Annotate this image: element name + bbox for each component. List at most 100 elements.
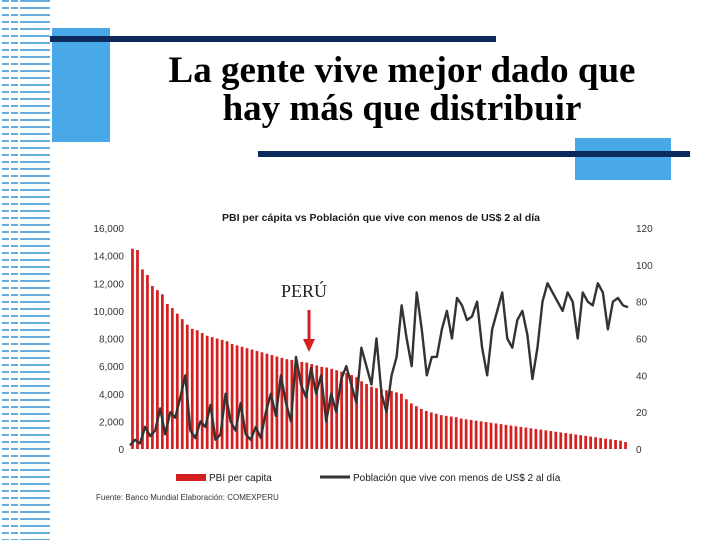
right-tick-label: 80 (636, 298, 648, 309)
decorative-block-right (575, 138, 671, 180)
gdp-bar (345, 373, 348, 449)
chart-source: Fuente: Banco Mundial Elaboración: COMEX… (96, 493, 279, 502)
gdp-bar (260, 352, 264, 449)
gdp-bar (245, 348, 249, 449)
gdp-bar (355, 377, 358, 449)
gdp-bar (529, 428, 533, 449)
gdp-bar (151, 286, 154, 449)
right-tick-label: 100 (636, 261, 653, 272)
gdp-bar (544, 430, 548, 449)
gdp-bar (295, 360, 299, 449)
gdp-bar (400, 393, 403, 449)
left-tick-label: 0 (118, 445, 124, 456)
gdp-bar (320, 366, 324, 449)
gdp-bar (375, 388, 378, 449)
gdp-bar (424, 411, 428, 449)
decorative-line-bottom (258, 151, 690, 157)
gdp-bar (385, 390, 388, 449)
gdp-bar (141, 269, 144, 449)
gdp-bar (156, 290, 159, 449)
slide-title: La gente vive mejor dado que hay más que… (112, 52, 692, 128)
gdp-bar (390, 390, 393, 449)
legend-swatch-gdp (176, 474, 206, 481)
chart-title: PBI per cápita vs Población que vive con… (222, 212, 540, 224)
gdp-bar (584, 435, 588, 449)
gdp-bar (350, 375, 353, 449)
gdp-bar (146, 274, 149, 449)
gdp-bar (220, 339, 224, 449)
gdp-bar (434, 413, 438, 449)
left-tick-label: 2,000 (99, 417, 124, 428)
right-tick-label: 120 (636, 224, 653, 235)
gdp-bar (300, 361, 304, 449)
gdp-bar (449, 416, 453, 449)
gdp-bar (439, 415, 443, 449)
gdp-bar (569, 433, 573, 449)
gdp-bar (549, 431, 553, 449)
gdp-bar (489, 422, 493, 449)
gdp-bar (524, 427, 528, 449)
gdp-bar (410, 403, 413, 449)
left-tick-label: 4,000 (99, 390, 124, 401)
gdp-bar (235, 345, 239, 449)
gdp-bar (365, 384, 368, 449)
gdp-bar (340, 371, 344, 449)
slide-title-line-2: hay más que distribuir (222, 88, 582, 129)
gdp-bar (494, 423, 498, 449)
gdp-bar (190, 328, 194, 449)
gdp-bar (315, 365, 319, 449)
gdp-bar (405, 399, 408, 449)
right-axis: 0 20 40 60 80 100 120 (636, 224, 653, 456)
gdp-bar (170, 308, 174, 449)
gdp-bar (484, 422, 488, 449)
gdp-bar (330, 368, 334, 449)
gdp-bar (459, 418, 463, 449)
gdp-bar (534, 428, 538, 449)
left-tick-label: 6,000 (99, 362, 124, 373)
gdp-bar (539, 429, 543, 449)
gdp-bar (509, 425, 513, 449)
bar-series (131, 248, 627, 450)
gdp-bar (594, 437, 597, 449)
left-tick-label: 14,000 (93, 252, 124, 263)
gdp-bar (210, 337, 214, 449)
gdp-bar (469, 419, 473, 449)
legend-label-poverty: Población que vive con menos de US$ 2 al… (353, 473, 561, 484)
gdp-bar (255, 350, 259, 449)
gdp-bar (250, 349, 254, 449)
gdp-bar (380, 389, 383, 449)
gdp-bar (310, 364, 314, 449)
gdp-bar (514, 426, 518, 449)
slide-title-line-1: La gente vive mejor dado que (168, 50, 636, 91)
left-tick-label: 8,000 (99, 335, 124, 346)
gdp-bar (429, 412, 433, 449)
gdp-bar (609, 439, 612, 449)
chart-legend: PBI per capita Población que vive con me… (176, 473, 561, 484)
gdp-bar (519, 426, 523, 449)
gdp-bar (370, 386, 373, 449)
gdp-bar (175, 313, 179, 449)
poverty-line (129, 282, 629, 447)
decorative-stripes (0, 0, 50, 540)
gdp-bar (464, 419, 468, 449)
gdp-bar (230, 344, 234, 449)
gdp-bar (165, 303, 169, 449)
gdp-bar (614, 440, 617, 449)
gdp-bar (419, 408, 423, 449)
gdp-bar (200, 332, 204, 449)
right-tick-label: 20 (636, 408, 648, 419)
gdp-bar (479, 421, 483, 450)
left-tick-label: 16,000 (93, 224, 124, 235)
gdp-bar (504, 424, 508, 449)
gdp-bar (574, 434, 578, 449)
gdp-bar (474, 420, 478, 449)
gdp-bar (305, 362, 309, 449)
decorative-block-left (52, 28, 110, 142)
gdp-bar (414, 406, 418, 449)
right-tick-label: 40 (636, 371, 648, 382)
gdp-bar (240, 346, 244, 449)
left-tick-label: 10,000 (93, 307, 124, 318)
gdp-bar (265, 353, 269, 449)
peru-arrow-head (303, 339, 315, 352)
gdp-bar (195, 330, 199, 449)
